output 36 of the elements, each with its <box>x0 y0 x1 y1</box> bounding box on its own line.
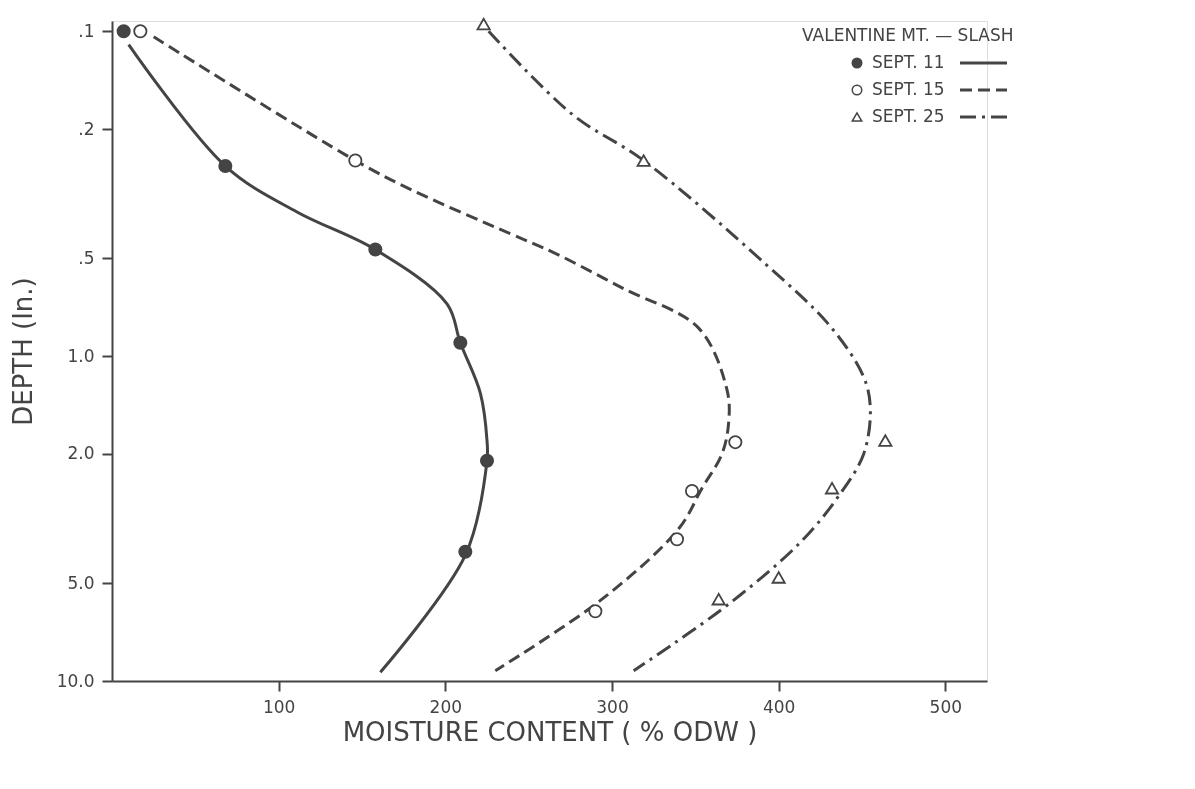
point <box>824 481 840 495</box>
y-tick-label: .5 <box>78 247 95 268</box>
y-tick-label: 5.0 <box>67 572 95 593</box>
x-axis-title: MOISTURE CONTENT ( % ODW ) <box>342 716 758 747</box>
y-tick-label: 1.0 <box>67 345 95 366</box>
x-tick-label: 100 <box>262 696 296 717</box>
point <box>458 544 473 559</box>
point <box>453 335 468 350</box>
legend-label: SEPT. 25 <box>872 106 945 126</box>
x-tick-label: 500 <box>929 696 963 717</box>
point <box>133 24 148 39</box>
point <box>116 24 131 39</box>
y-axis-title: DEPTH (In.) <box>7 277 38 426</box>
x-tick-label: 300 <box>596 696 629 717</box>
point <box>348 153 363 168</box>
point <box>476 17 491 31</box>
point <box>479 453 495 468</box>
x-tick-label: 400 <box>762 696 796 717</box>
point <box>588 604 603 619</box>
point <box>771 571 786 584</box>
x-tick-label: 200 <box>429 696 463 717</box>
point <box>368 242 383 257</box>
point <box>669 532 685 547</box>
point <box>728 435 743 450</box>
y-tick-label: .1 <box>78 20 95 41</box>
legend-label: SEPT. 15 <box>872 79 945 99</box>
y-tick-label: 2.0 <box>67 443 95 464</box>
point <box>878 434 893 447</box>
point <box>711 592 726 606</box>
point <box>218 159 233 174</box>
y-tick-label: 10.0 <box>56 670 95 691</box>
point <box>684 483 700 498</box>
point <box>636 154 651 167</box>
legend-title: VALENTINE MT. — SLASH <box>802 25 1014 45</box>
legend-label: SEPT. 11 <box>872 52 945 72</box>
y-tick-label: .2 <box>78 118 95 139</box>
